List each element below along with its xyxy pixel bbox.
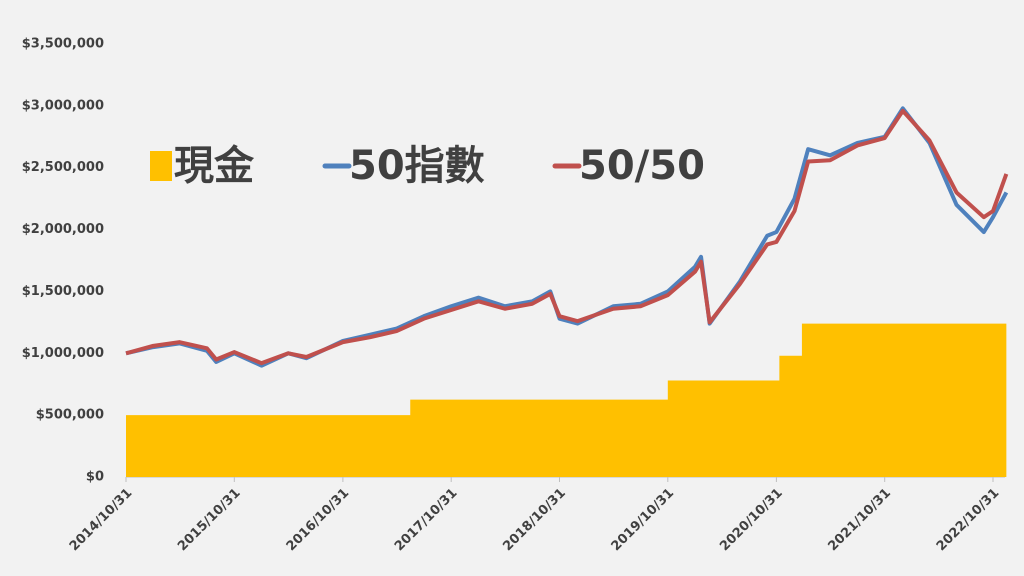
- x-tick-label: 2014/10/31: [67, 486, 135, 554]
- y-tick-label: $0: [86, 470, 104, 485]
- legend-label: 現金: [174, 143, 255, 189]
- x-tick-label: 2016/10/31: [284, 486, 352, 554]
- y-tick-label: $500,000: [36, 408, 104, 423]
- y-tick-label: $2,000,000: [22, 222, 104, 237]
- y-tick-label: $1,000,000: [22, 346, 104, 361]
- y-tick-label: $2,500,000: [22, 160, 104, 175]
- x-tick-label: 2019/10/31: [609, 486, 677, 554]
- legend-swatch: [150, 151, 172, 181]
- series-line: [125, 108, 1009, 366]
- cash-area: [126, 323, 1007, 477]
- y-tick-label: $3,000,000: [22, 98, 104, 113]
- x-tick-label: 2017/10/31: [392, 486, 460, 554]
- y-tick-label: $3,500,000: [22, 37, 104, 52]
- legend-label: 50/50: [579, 143, 705, 189]
- x-tick-label: 2018/10/31: [500, 486, 568, 554]
- x-tick-label: 2020/10/31: [717, 486, 785, 554]
- legend-label: 50指數: [349, 143, 485, 189]
- x-tick-label: 2022/10/31: [934, 486, 1002, 554]
- x-tick-label: 2015/10/31: [175, 486, 243, 554]
- y-tick-label: $1,500,000: [22, 284, 104, 299]
- x-tick-label: 2021/10/31: [826, 486, 894, 554]
